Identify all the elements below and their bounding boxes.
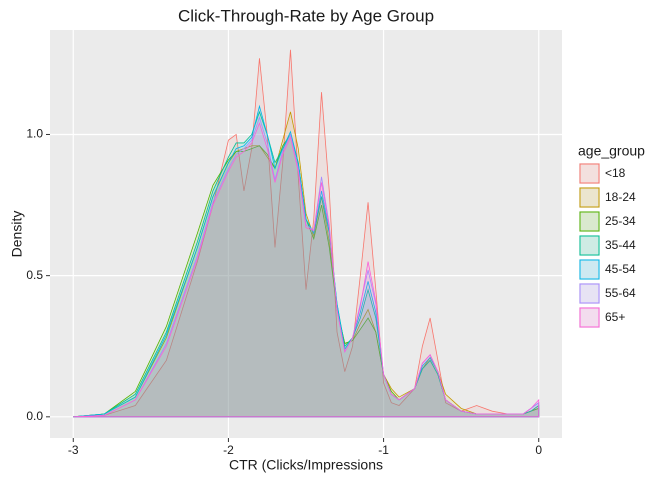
y-tick-label: 1.0 bbox=[26, 127, 43, 141]
legend-key bbox=[579, 235, 600, 256]
legend-swatch bbox=[579, 211, 600, 232]
legend-key bbox=[579, 307, 600, 328]
x-tick-label: -3 bbox=[68, 443, 79, 457]
legend-title: age_group bbox=[578, 143, 645, 159]
chart-title: Click-Through-Rate by Age Group bbox=[178, 6, 434, 25]
legend-key bbox=[579, 283, 600, 304]
legend-label: 25-34 bbox=[605, 214, 636, 228]
legend-label: 45-54 bbox=[605, 262, 636, 276]
legend-key bbox=[579, 259, 600, 280]
y-tick-label: 0.5 bbox=[26, 268, 43, 282]
x-tick-label: 0 bbox=[535, 443, 542, 457]
legend-label: 55-64 bbox=[605, 286, 636, 300]
legend-swatch bbox=[579, 187, 600, 208]
legend-label: 65+ bbox=[605, 310, 625, 324]
y-tick-label: 0.0 bbox=[26, 409, 43, 423]
legend-label: 35-44 bbox=[605, 238, 636, 252]
x-axis-label: CTR (Clicks/Impressions bbox=[229, 457, 383, 473]
legend-swatch bbox=[579, 307, 600, 328]
legend-key bbox=[579, 211, 600, 232]
legend-swatch bbox=[579, 235, 600, 256]
legend-label: 18-24 bbox=[605, 190, 636, 204]
density-area bbox=[73, 49, 540, 418]
legend-key bbox=[579, 187, 600, 208]
y-axis-label: Density bbox=[9, 211, 25, 258]
legend-swatch bbox=[579, 163, 600, 184]
legend-label: <18 bbox=[605, 166, 626, 180]
legend-key bbox=[579, 163, 600, 184]
x-tick-label: -1 bbox=[378, 443, 389, 457]
panel bbox=[50, 30, 562, 438]
x-tick-label: -2 bbox=[223, 443, 234, 457]
legend-swatch bbox=[579, 259, 600, 280]
density-area bbox=[73, 121, 540, 418]
legend-swatch bbox=[579, 283, 600, 304]
